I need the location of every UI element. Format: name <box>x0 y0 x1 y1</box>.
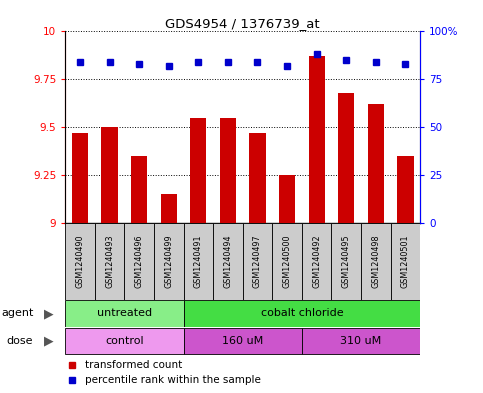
Bar <box>184 328 302 354</box>
Text: GSM1240499: GSM1240499 <box>164 235 173 288</box>
Bar <box>368 104 384 223</box>
Bar <box>190 118 206 223</box>
Bar <box>184 300 420 327</box>
Bar <box>398 156 413 223</box>
Text: GSM1240492: GSM1240492 <box>312 235 321 288</box>
Bar <box>131 156 147 223</box>
Title: GDS4954 / 1376739_at: GDS4954 / 1376739_at <box>165 17 320 30</box>
Bar <box>65 328 184 354</box>
Bar <box>65 300 184 327</box>
Bar <box>391 223 420 299</box>
Text: 310 uM: 310 uM <box>341 336 382 346</box>
Text: GSM1240498: GSM1240498 <box>371 235 380 288</box>
Bar <box>125 223 154 299</box>
Text: ▶: ▶ <box>44 335 54 348</box>
Text: percentile rank within the sample: percentile rank within the sample <box>85 375 261 384</box>
Text: GSM1240500: GSM1240500 <box>283 235 292 288</box>
Text: GSM1240494: GSM1240494 <box>224 235 232 288</box>
Bar <box>361 223 391 299</box>
Bar <box>161 194 177 223</box>
Bar <box>338 93 355 223</box>
Text: agent: agent <box>1 309 33 318</box>
Bar <box>213 223 242 299</box>
Bar <box>101 127 118 223</box>
Text: GSM1240495: GSM1240495 <box>342 235 351 288</box>
Bar <box>302 223 331 299</box>
Bar <box>331 223 361 299</box>
Text: GSM1240493: GSM1240493 <box>105 235 114 288</box>
Bar <box>309 56 325 223</box>
Bar <box>220 118 236 223</box>
Text: GSM1240496: GSM1240496 <box>135 235 143 288</box>
Text: GSM1240491: GSM1240491 <box>194 235 203 288</box>
Bar <box>272 223 302 299</box>
Bar <box>184 223 213 299</box>
Bar <box>95 223 125 299</box>
Text: dose: dose <box>7 336 33 346</box>
Bar <box>302 328 420 354</box>
Text: cobalt chloride: cobalt chloride <box>260 309 343 318</box>
Text: GSM1240490: GSM1240490 <box>75 235 85 288</box>
Bar <box>72 133 88 223</box>
Text: GSM1240497: GSM1240497 <box>253 235 262 288</box>
Bar <box>154 223 184 299</box>
Text: control: control <box>105 336 143 346</box>
Bar <box>242 223 272 299</box>
Text: GSM1240501: GSM1240501 <box>401 235 410 288</box>
Text: transformed count: transformed count <box>85 360 182 369</box>
Text: untreated: untreated <box>97 309 152 318</box>
Text: ▶: ▶ <box>44 307 54 320</box>
Text: 160 uM: 160 uM <box>222 336 263 346</box>
Bar <box>279 175 295 223</box>
Bar <box>65 223 95 299</box>
Bar <box>249 133 266 223</box>
